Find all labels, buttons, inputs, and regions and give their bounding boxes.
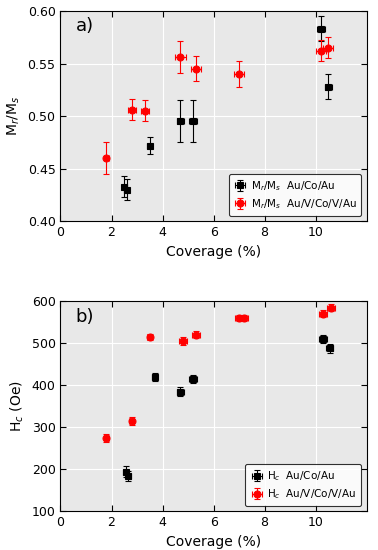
Y-axis label: H$_c$ (Oe): H$_c$ (Oe) xyxy=(9,381,26,432)
Legend: M$_r$/M$_s$  Au/Co/Au, M$_r$/M$_s$  Au/V/Co/V/Au: M$_r$/M$_s$ Au/Co/Au, M$_r$/M$_s$ Au/V/C… xyxy=(229,174,361,216)
X-axis label: Coverage (%): Coverage (%) xyxy=(166,535,261,549)
Text: b): b) xyxy=(76,307,94,326)
Legend: H$_c$  Au/Co/Au, H$_c$  Au/V/Co/V/Au: H$_c$ Au/Co/Au, H$_c$ Au/V/Co/V/Au xyxy=(245,464,361,507)
X-axis label: Coverage (%): Coverage (%) xyxy=(166,245,261,258)
Y-axis label: M$_r$/M$_s$: M$_r$/M$_s$ xyxy=(6,96,22,136)
Text: a): a) xyxy=(76,17,94,35)
